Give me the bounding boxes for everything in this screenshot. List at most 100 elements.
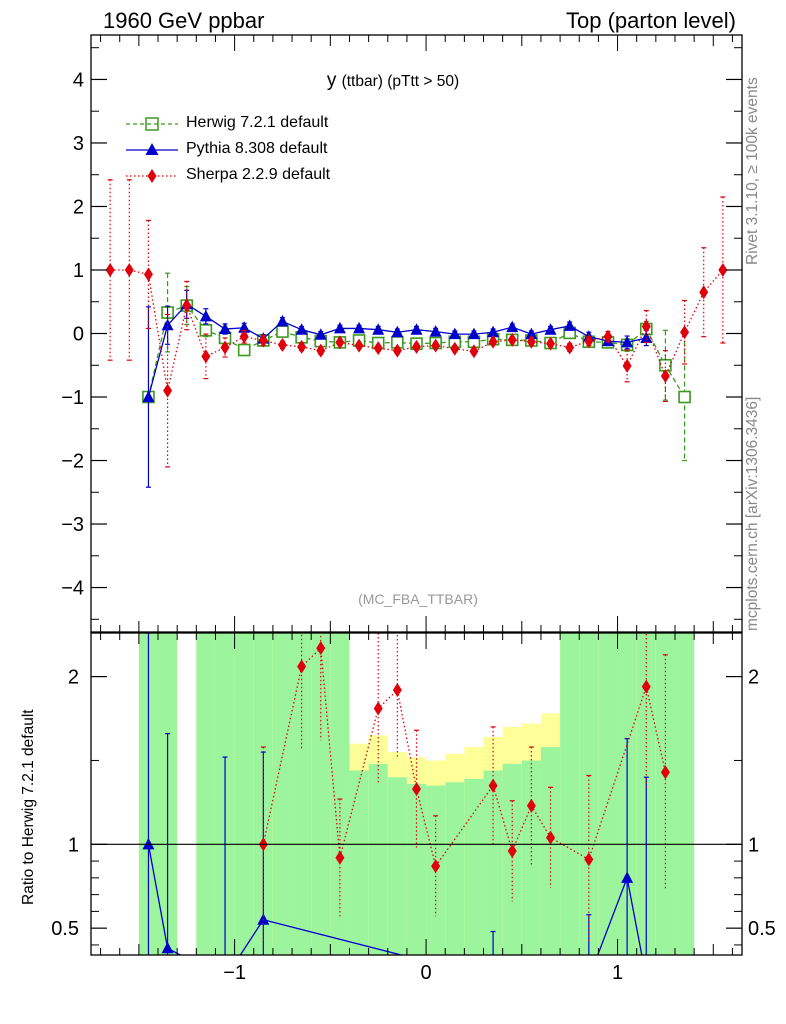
band-green [483,770,503,955]
plot-title-sub: (ttbar) (pTtt > 50) [341,73,460,90]
sherpa-point [488,334,498,349]
pythia-point [372,323,385,335]
sherpa-point [354,338,364,353]
main-ytick-label: −3 [61,514,84,536]
ratio-ytick-label: 1 [68,834,79,856]
sherpa-point [182,298,192,313]
band-green [406,783,427,955]
sherpa-ratio-point [488,778,498,793]
pythia-point [295,323,308,335]
herwig-point [276,325,289,338]
main-ytick-label: 4 [73,69,84,91]
sherpa-ratio-point [641,679,651,694]
sherpa-point [469,344,479,359]
sherpa-point [297,339,307,354]
process-label: Top (parton level) [566,8,736,33]
ratio-xtick-label: 1 [612,962,623,984]
sherpa-point [220,340,230,355]
sherpa-ratio-point [584,852,594,867]
band-green [234,633,254,955]
herwig-point [678,390,691,404]
sherpa-ratio-point [431,859,441,874]
sherpa-ratio-point [335,850,345,865]
band-green [445,782,465,955]
sherpa-point [277,337,287,352]
sherpa-ratio-point [297,659,307,674]
pythia-point [448,327,461,340]
sherpa-point [718,262,728,277]
band-green [560,633,580,955]
pythia-point [276,314,289,327]
plot-title-main: y [326,70,337,91]
legend-pythia-label: Pythia 8.308 default [186,140,328,157]
band-green [196,633,216,955]
plot-title: y (ttbar) (pTtt > 50) [0,70,786,92]
pythia-point [410,323,423,335]
sherpa-point [450,341,460,356]
ratio-axis-label: Ratio to Herwig 7.2.1 default [20,709,37,905]
ratio-series [142,633,670,984]
pythia-point [621,335,634,348]
band-green [502,763,522,955]
sherpa-point [507,332,517,347]
main-ytick-label: 1 [73,260,84,282]
analysis-tag: (MC_FBA_TTBAR) [358,591,478,607]
band-green [521,760,541,955]
herwig-point [237,343,251,357]
band-green [368,763,388,955]
sherpa-point [431,338,441,353]
sherpa-point [584,334,594,349]
beam-energy-label: 1960 GeV ppbar [103,8,265,33]
ratio-ytick-label-right: 1 [748,834,759,856]
pythia-point [142,390,155,403]
band-green [387,777,407,955]
pythia-point [506,320,519,333]
sherpa-point [392,343,402,358]
band-green [464,778,484,955]
sherpa-point [105,262,115,277]
sherpa-point [641,319,651,334]
sherpa-point [622,358,632,373]
sherpa-ratio-point [546,830,556,845]
pythia-ratio-point [142,837,155,850]
pythia-ratio-point [640,972,652,984]
pythia-ratio-point [583,972,595,984]
pythia-point [353,321,366,334]
band-green [579,633,599,955]
band-green [540,747,561,955]
legend-herwig-label: Herwig 7.2.1 default [186,114,329,131]
pythia-point [333,321,346,334]
band-green [272,633,293,955]
pythia-ratio-point [257,913,270,925]
ratio-ytick-label: 2 [68,667,79,689]
band-green [655,633,675,955]
sherpa-ratio-point [373,701,383,716]
pythia-point [219,322,232,335]
sherpa-ratio-point [316,641,326,656]
main-ytick-label: 3 [73,133,84,155]
sherpa-point [603,329,613,344]
ratio-ytick-label-right: 0.5 [748,918,776,940]
pythia-point [525,327,538,340]
band-green [330,633,350,955]
ratio-xtick-label: −1 [223,962,246,984]
legend-sherpa-marker-icon [126,169,178,183]
sherpa-point [239,329,249,344]
pythia-point [161,318,174,331]
main-ytick-label: 0 [73,324,84,346]
pythia-point [640,331,653,343]
sherpa-point [143,267,153,282]
pythia-point [563,319,576,331]
main-ytick-label: −4 [61,578,84,600]
sherpa-point [163,383,173,398]
ratio-frame [90,632,743,956]
sherpa-point [335,335,345,350]
legend-pythia-marker-icon [126,143,178,155]
sherpa-ratio-point [526,798,536,813]
pythia-ratio-point [487,972,499,984]
sherpa-ratio-point [412,781,421,796]
pythia-point [467,327,480,340]
band-green [674,633,695,955]
pythia-point [429,325,442,337]
pythia-ratio-point [161,941,174,954]
